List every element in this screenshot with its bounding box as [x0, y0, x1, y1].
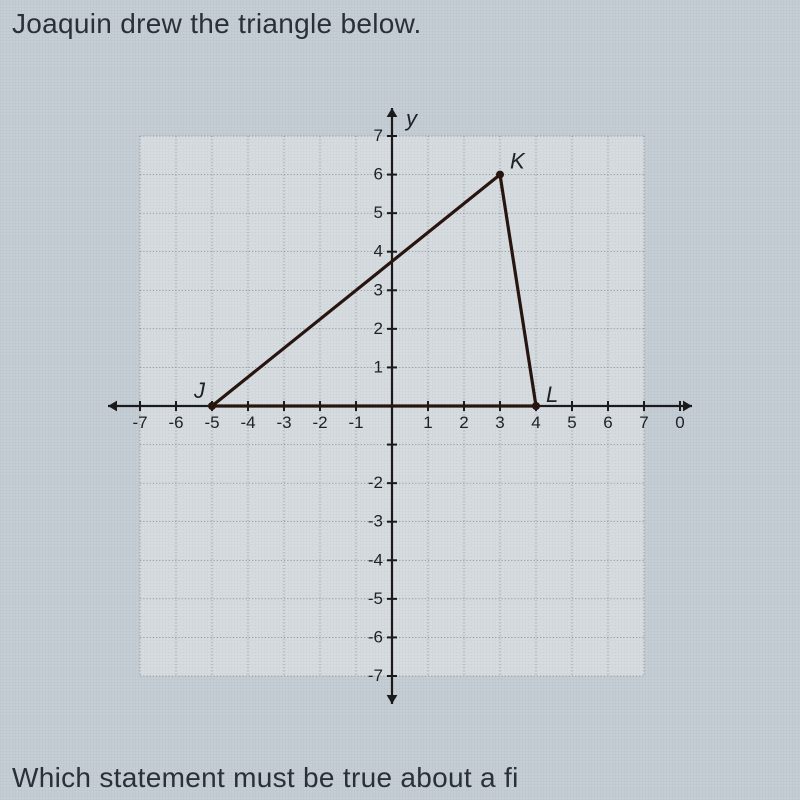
- x-tick-label: -5: [204, 413, 219, 432]
- y-tick-label: -3: [368, 512, 383, 531]
- vertex-label-k: K: [510, 149, 526, 174]
- question-stem-top: Joaquin drew the triangle below.: [0, 0, 800, 40]
- x-tick-label: -2: [312, 413, 327, 432]
- y-tick-label: 1: [374, 357, 383, 376]
- y-tick-label: -7: [368, 666, 383, 685]
- x-tick-label: 2: [459, 413, 468, 432]
- y-tick-label: 4: [374, 242, 383, 261]
- y-tick-label: 3: [374, 280, 383, 299]
- x-tick-label: 6: [603, 413, 612, 432]
- vertex-label-j: J: [193, 378, 206, 403]
- coordinate-grid-chart: -7 -6 -5 -4 -3 -2 -1 1 2 3 4 5 6 7 0 1 2 3 4 5 6 7 -2 -3 -4 -5 -6 -…: [80, 96, 720, 716]
- x-tick-label: 0: [675, 413, 684, 432]
- vertex-k: [496, 171, 504, 179]
- x-tick-label: 1: [423, 413, 432, 432]
- chart-container: -7 -6 -5 -4 -3 -2 -1 1 2 3 4 5 6 7 0 1 2 3 4 5 6 7 -2 -3 -4 -5 -6 -…: [0, 40, 800, 762]
- vertex-l: [532, 402, 540, 410]
- y-axis-label: y: [404, 106, 419, 131]
- y-tick-label: 6: [374, 165, 383, 184]
- x-tick-label: -7: [132, 413, 147, 432]
- x-tick-label: -6: [168, 413, 183, 432]
- vertex-j: [208, 402, 216, 410]
- x-tick-label: -1: [348, 413, 363, 432]
- question-stem-bottom-partial: Which statement must be true about a fi: [0, 762, 800, 800]
- y-tick-label: 7: [374, 126, 383, 145]
- y-tick-label: -6: [368, 627, 383, 646]
- y-tick-label: -2: [368, 473, 383, 492]
- x-tick-label: 5: [567, 413, 576, 432]
- y-tick-label: 2: [374, 319, 383, 338]
- x-tick-label: 3: [495, 413, 504, 432]
- vertex-label-l: L: [546, 382, 558, 407]
- x-tick-label: -4: [240, 413, 255, 432]
- y-tick-label: -4: [368, 550, 383, 569]
- y-tick-label: -5: [368, 589, 383, 608]
- x-tick-label: 4: [531, 413, 540, 432]
- x-tick-label: 7: [639, 413, 648, 432]
- x-tick-label: -3: [276, 413, 291, 432]
- y-tick-label: 5: [374, 203, 383, 222]
